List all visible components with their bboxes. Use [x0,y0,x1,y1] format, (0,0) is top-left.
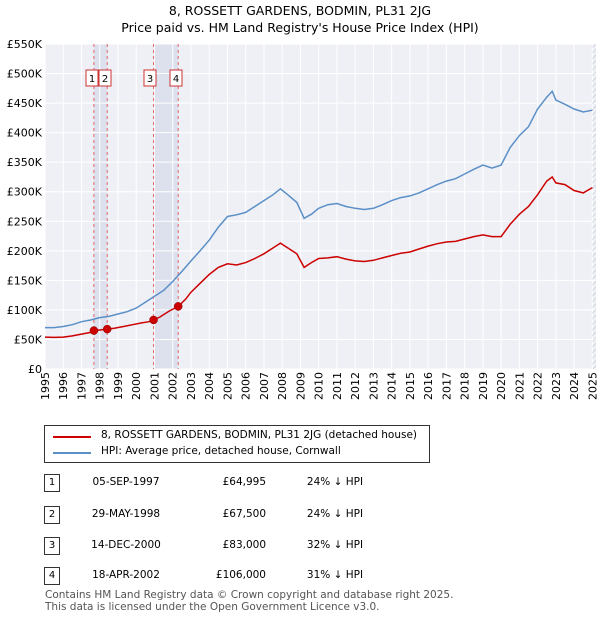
transaction-hpi: 32% ↓ HPI [306,539,364,551]
transaction-price: £83,000 [222,539,266,551]
y-tick-label: £450K [7,97,43,110]
x-tick-label: 2013 [367,372,380,400]
y-tick-label: £200K [7,245,43,258]
chart-title: 8, ROSSETT GARDENS, BODMIN, PL31 2JG [168,3,432,18]
x-tick-label: 1997 [75,372,88,400]
transaction-number: 4 [44,567,60,585]
transaction-row: 3 14-DEC-2000 £83,000 32% ↓ HPI [0,536,600,556]
future-region [592,44,596,369]
sale-number-label: 3 [147,74,153,85]
y-tick-label: £350K [7,156,43,169]
transaction-date: 29-MAY-1998 [91,508,161,520]
x-tick-label: 1999 [112,372,125,400]
transaction-row: 1 05-SEP-1997 £64,995 24% ↓ HPI [0,473,600,493]
x-tick-label: 2017 [440,372,453,400]
x-tick-label: 2022 [532,372,545,400]
x-tick-label: 2007 [258,372,271,400]
transaction-date: 05-SEP-1997 [92,476,160,488]
x-tick-label: 2000 [130,372,143,400]
x-tick-label: 2021 [513,372,526,400]
x-tick-label: 2010 [313,372,326,400]
x-tick-label: 2006 [240,372,253,400]
transaction-row: 2 29-MAY-1998 £67,500 24% ↓ HPI [0,505,600,525]
y-tick-label: £0 [28,363,42,376]
chart-legend: 8, ROSSETT GARDENS, BODMIN, PL31 2JG (de… [44,425,430,463]
x-tick-label: 2023 [550,372,563,400]
x-tick-label: 2025 [586,372,599,400]
transaction-date: 18-APR-2002 [92,569,160,581]
footer-copyright: Contains HM Land Registry data © Crown c… [45,589,454,601]
x-tick-label: 2016 [422,372,435,400]
transaction-number: 2 [44,506,60,524]
footer-license: This data is licensed under the Open Gov… [45,601,380,613]
transaction-hpi: 31% ↓ HPI [306,569,364,581]
y-tick-label: £300K [7,186,43,199]
x-tick-label: 1996 [57,372,70,400]
x-tick-label: 1998 [94,372,107,400]
x-tick-label: 2005 [221,372,234,400]
sale-point [149,315,158,325]
x-tick-label: 2003 [185,372,198,400]
transaction-row: 4 18-APR-2002 £106,000 31% ↓ HPI [0,566,600,586]
y-tick-label: £100K [7,304,43,317]
transaction-hpi: 24% ↓ HPI [306,508,364,520]
sale-band [153,44,179,369]
y-tick-label: £550K [7,38,43,51]
transaction-hpi: 24% ↓ HPI [306,476,364,488]
x-tick-label: 2014 [386,372,399,400]
sale-point [102,324,112,334]
y-tick-label: £50K [14,333,43,346]
transaction-price: £67,500 [222,508,266,520]
x-tick-label: 2011 [331,372,344,400]
sale-band [93,44,108,369]
sale-number-box [169,69,183,87]
x-tick-label: 2019 [477,372,490,400]
legend-label-property: 8, ROSSETT GARDENS, BODMIN, PL31 2JG (de… [101,429,417,441]
x-tick-label: 2015 [404,372,417,400]
x-tick-label: 1995 [39,372,52,400]
hpi-line [45,89,593,329]
sale-number-label: 1 [89,74,95,85]
y-tick-label: £250K [7,215,43,228]
sale-number-box [98,69,112,87]
sale-point [173,302,183,311]
transaction-number: 1 [44,474,60,492]
plot-area [45,44,596,369]
y-tick-label: £150K [7,274,43,287]
x-tick-label: 2008 [276,372,289,400]
x-tick-label: 2002 [167,372,180,400]
x-tick-label: 2001 [148,372,161,400]
chart-subtitle: Price paid vs. HM Land Registry's House … [121,20,479,35]
transaction-price: £106,000 [215,569,266,581]
x-tick-label: 2024 [568,372,581,400]
legend-swatch-hpi [53,452,91,454]
x-tick-label: 2018 [459,372,472,400]
x-tick-label: 2012 [349,372,362,400]
sale-number-box [85,69,99,87]
sale-point [89,326,99,335]
x-tick-label: 2020 [495,372,508,400]
transaction-date: 14-DEC-2000 [91,539,161,551]
y-tick-label: £500K [7,68,43,81]
sale-number-box [143,69,157,87]
transaction-price: £64,995 [222,476,266,488]
sale-number-label: 4 [173,74,179,85]
legend-swatch-property [53,436,91,438]
y-tick-label: £400K [7,127,43,140]
footer-credits: Contains HM Land Registry data © Crown c… [45,589,453,613]
sale-number-label: 2 [102,74,108,85]
transaction-number: 3 [44,537,60,555]
price-chart: 1 2 3 4 £0 £50K £100K £150K £200K £250K £300K £350K… [7,38,600,400]
property-price-line [44,175,593,339]
x-tick-label: 2004 [203,372,216,400]
x-tick-label: 2009 [294,372,307,400]
legend-label-hpi: HPI: Average price, detached house, Corn… [101,445,341,457]
